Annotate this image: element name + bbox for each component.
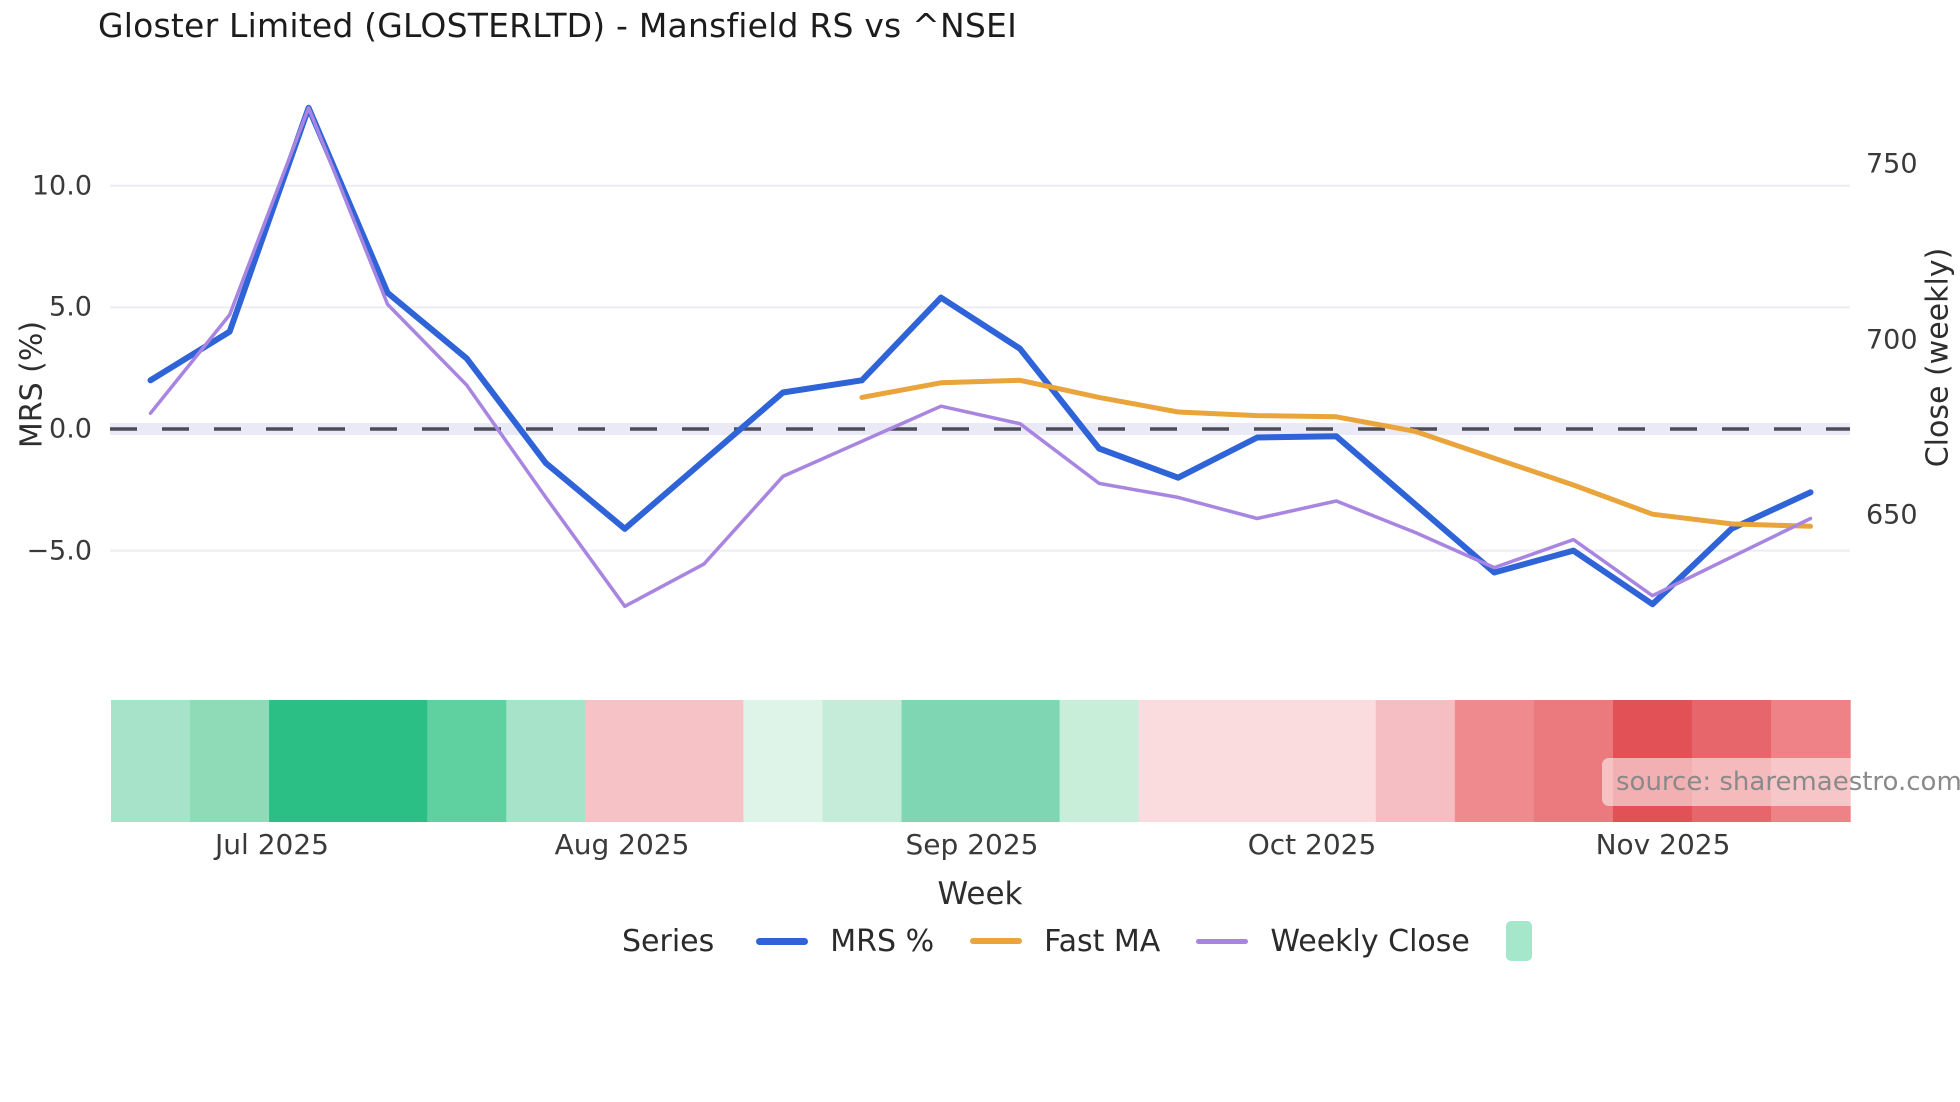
right-axis-tick-700: 700: [1866, 324, 1918, 356]
series-line-mrs: [147, 104, 1814, 608]
heatmap-legend-swatch-icon: [1505, 921, 1532, 961]
left-axis-tick-5: 5.0: [49, 291, 92, 323]
heatmap-cell: [1454, 700, 1535, 822]
x-axis-tick-nov: Nov 2025: [1595, 828, 1731, 861]
x-axis-tick-aug: Aug 2025: [554, 828, 690, 861]
heatmap-cell: [1375, 700, 1456, 822]
fast-ma-line-swatch-icon: [970, 938, 1023, 944]
left-axis-tick-0: 0.0: [49, 413, 92, 445]
heatmap-cell: [1059, 700, 1140, 822]
heatmap-cell: [111, 700, 191, 822]
heatmap-cell: [1533, 700, 1614, 822]
legend-item-mrs: MRS %: [756, 924, 934, 959]
heatmap-cell: [743, 700, 824, 822]
heatmap-cell: [506, 700, 586, 822]
legend-item-label: Weekly Close: [1270, 923, 1470, 959]
series-line-fast-ma: [859, 377, 1813, 529]
heatmap-cell: [980, 700, 1061, 822]
right-axis-tick-650: 650: [1866, 499, 1918, 531]
x-axis-title: Week: [937, 876, 1023, 912]
heatmap-cell: [901, 700, 982, 822]
heatmap-cell: [348, 700, 428, 822]
heatmap-cell: [1296, 700, 1377, 822]
legend-item-weekly-close: Weekly Close: [1196, 924, 1470, 959]
legend-item-label: Fast MA: [1044, 923, 1161, 959]
mrs-line-swatch-icon: [756, 937, 809, 945]
left-axis-title: MRS (%): [14, 320, 50, 449]
left-axis-tick-10: 10.0: [31, 170, 92, 202]
legend: Series MRS % Fast MA Weekly Close: [622, 916, 1532, 966]
legend-title: Series: [622, 923, 715, 959]
x-axis-tick-jul: Jul 2025: [215, 828, 329, 861]
heatmap-cell: [1217, 700, 1298, 822]
heatmap-cell: [664, 700, 744, 822]
x-axis-tick-oct: Oct 2025: [1247, 828, 1377, 861]
x-axis-tick-sep: Sep 2025: [905, 828, 1039, 861]
right-axis-tick-750: 750: [1866, 148, 1918, 180]
legend-item-heatmap: [1505, 921, 1532, 961]
heatmap-cell: [427, 700, 507, 822]
heatmap-cell: [269, 700, 349, 822]
legend-item-fast-ma: Fast MA: [970, 924, 1160, 959]
heatmap-cell: [190, 700, 270, 822]
legend-item-label: MRS %: [830, 923, 935, 959]
series-line-weekly-close: [148, 106, 1813, 609]
heatmap-cell: [822, 700, 903, 822]
chart-title: Gloster Limited (GLOSTERLTD) - Mansfield…: [98, 6, 1017, 45]
heatmap-cell: [1138, 700, 1219, 822]
right-axis-title: Close (weekly): [1920, 247, 1956, 468]
source-watermark: source: sharemaestro.com: [1602, 758, 1960, 806]
heatmap-cell: [585, 700, 665, 822]
left-axis-tick-neg5: −5.0: [26, 535, 92, 567]
weekly-close-line-swatch-icon: [1196, 938, 1249, 944]
